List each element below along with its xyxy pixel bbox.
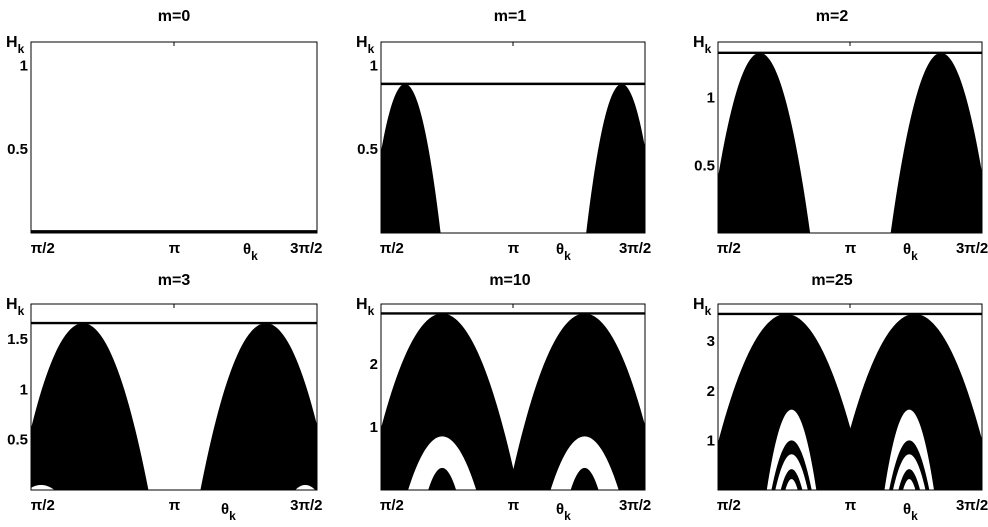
x-tick-label-1: π xyxy=(508,497,520,514)
y-tick-label-0: 1 xyxy=(707,432,715,449)
x-tick-label-0: π/2 xyxy=(380,240,404,257)
x-tick-label-1: π xyxy=(845,240,857,257)
gap-region-2 xyxy=(408,436,477,490)
filled-lobe-4 xyxy=(428,467,457,490)
x-tick-label-2: 3π/2 xyxy=(290,240,322,257)
y-tick-label-1: 1 xyxy=(370,57,378,74)
plot-area xyxy=(717,41,983,234)
panel-m2: m=2 Hk θk π/2 π 3π/2 0.5 1 xyxy=(693,8,988,263)
tick-labels: π/2 π 3π/2 1 2 3 xyxy=(707,333,988,514)
tick-labels: π/2 π 3π/2 0.5 1 xyxy=(694,90,988,257)
plot-area xyxy=(30,303,318,491)
filled-lobe-1 xyxy=(200,323,317,490)
filled-lobe-0 xyxy=(381,313,519,490)
y-tick-label-1: 2 xyxy=(707,383,715,400)
y-axis-label: Hk xyxy=(693,34,712,56)
y-axis-label: Hk xyxy=(6,296,25,318)
panel-m0: m=0 Hk θk π/2 π 3π/2 0.5 1 xyxy=(6,8,322,263)
y-tick-label-2: 3 xyxy=(707,333,715,350)
panel-title: m=10 xyxy=(489,272,530,289)
x-axis-label: θk xyxy=(243,241,258,263)
y-tick-label-0: 0.5 xyxy=(7,141,28,158)
tick-labels: π/2 π 3π/2 0.5 1 xyxy=(7,57,322,257)
filled-lobe-0 xyxy=(718,313,866,490)
panel-title: m=25 xyxy=(811,272,852,289)
y-tick-label-2: 1.5 xyxy=(7,331,28,348)
x-tick-label-2: 3π/2 xyxy=(956,240,988,257)
x-axis-label: θk xyxy=(556,241,571,263)
y-tick-label-1: 1 xyxy=(20,381,28,398)
x-tick-label-0: π/2 xyxy=(31,497,55,514)
panel-title: m=3 xyxy=(158,272,191,289)
x-axis-label: θk xyxy=(221,501,236,523)
x-axis-label: θk xyxy=(903,501,918,523)
y-tick-label-1: 1 xyxy=(20,57,28,74)
plot-area xyxy=(380,303,646,491)
plot-area xyxy=(380,41,646,234)
x-axis-label: θk xyxy=(903,241,918,263)
gap-region-11 xyxy=(903,479,916,490)
filled-lobe-1 xyxy=(508,313,645,490)
x-tick-label-1: π xyxy=(845,497,857,514)
tick-labels: π/2 π 3π/2 0.5 1 1.5 xyxy=(7,331,322,514)
plot-area xyxy=(30,41,318,234)
gap-region-2 xyxy=(31,484,55,490)
gap-region-10 xyxy=(785,479,798,490)
y-tick-label-0: 0.5 xyxy=(7,432,28,449)
y-tick-label-0: 0.5 xyxy=(357,141,378,158)
filled-lobe-0 xyxy=(718,52,811,233)
tick-labels: π/2 π 3π/2 1 2 xyxy=(370,356,652,514)
panel-title: m=2 xyxy=(816,8,849,25)
x-tick-label-2: 3π/2 xyxy=(956,497,988,514)
panel-title: m=0 xyxy=(158,8,191,25)
gap-region-3 xyxy=(295,484,316,490)
filled-lobe-1 xyxy=(586,83,645,233)
filled-lobe-1 xyxy=(890,52,982,233)
y-axis-label: Hk xyxy=(356,296,375,318)
plot-background xyxy=(31,42,317,233)
x-axis-label: θk xyxy=(556,501,571,523)
y-tick-label-0: 1 xyxy=(370,419,378,436)
filled-lobe-0 xyxy=(381,83,441,233)
panel-m25: m=25 Hk θk π/2 π 3π/2 1 2 3 xyxy=(693,272,988,523)
x-tick-label-1: π xyxy=(169,497,181,514)
panel-title: m=1 xyxy=(494,8,527,25)
x-tick-label-2: 3π/2 xyxy=(290,497,322,514)
y-tick-label-1: 1 xyxy=(707,90,715,107)
x-tick-label-2: 3π/2 xyxy=(619,497,651,514)
x-tick-label-0: π/2 xyxy=(31,240,55,257)
panel-m3: m=3 Hk θk π/2 π 3π/2 0.5 1 1.5 xyxy=(6,272,322,523)
x-tick-label-0: π/2 xyxy=(717,240,741,257)
y-axis-label: Hk xyxy=(693,296,712,318)
panel-m1: m=1 Hk θk π/2 π 3π/2 0.5 1 xyxy=(356,8,651,263)
y-tick-label-0: 0.5 xyxy=(694,157,715,174)
x-tick-label-1: π xyxy=(508,240,520,257)
gap-region-3 xyxy=(550,436,619,490)
x-tick-label-0: π/2 xyxy=(380,497,404,514)
filled-lobe-0 xyxy=(31,323,149,490)
filled-lobe-5 xyxy=(570,467,599,490)
plot-area xyxy=(717,303,983,491)
x-tick-label-1: π xyxy=(169,240,181,257)
y-axis-label: Hk xyxy=(6,34,25,56)
x-tick-label-2: 3π/2 xyxy=(619,240,651,257)
tick-labels: π/2 π 3π/2 0.5 1 xyxy=(357,57,651,257)
y-tick-label-1: 2 xyxy=(370,356,378,373)
panel-m10: m=10 Hk θk π/2 π 3π/2 1 2 xyxy=(356,272,652,523)
filled-lobe-1 xyxy=(834,313,982,490)
y-axis-label: Hk xyxy=(356,34,375,56)
x-tick-label-0: π/2 xyxy=(717,497,741,514)
